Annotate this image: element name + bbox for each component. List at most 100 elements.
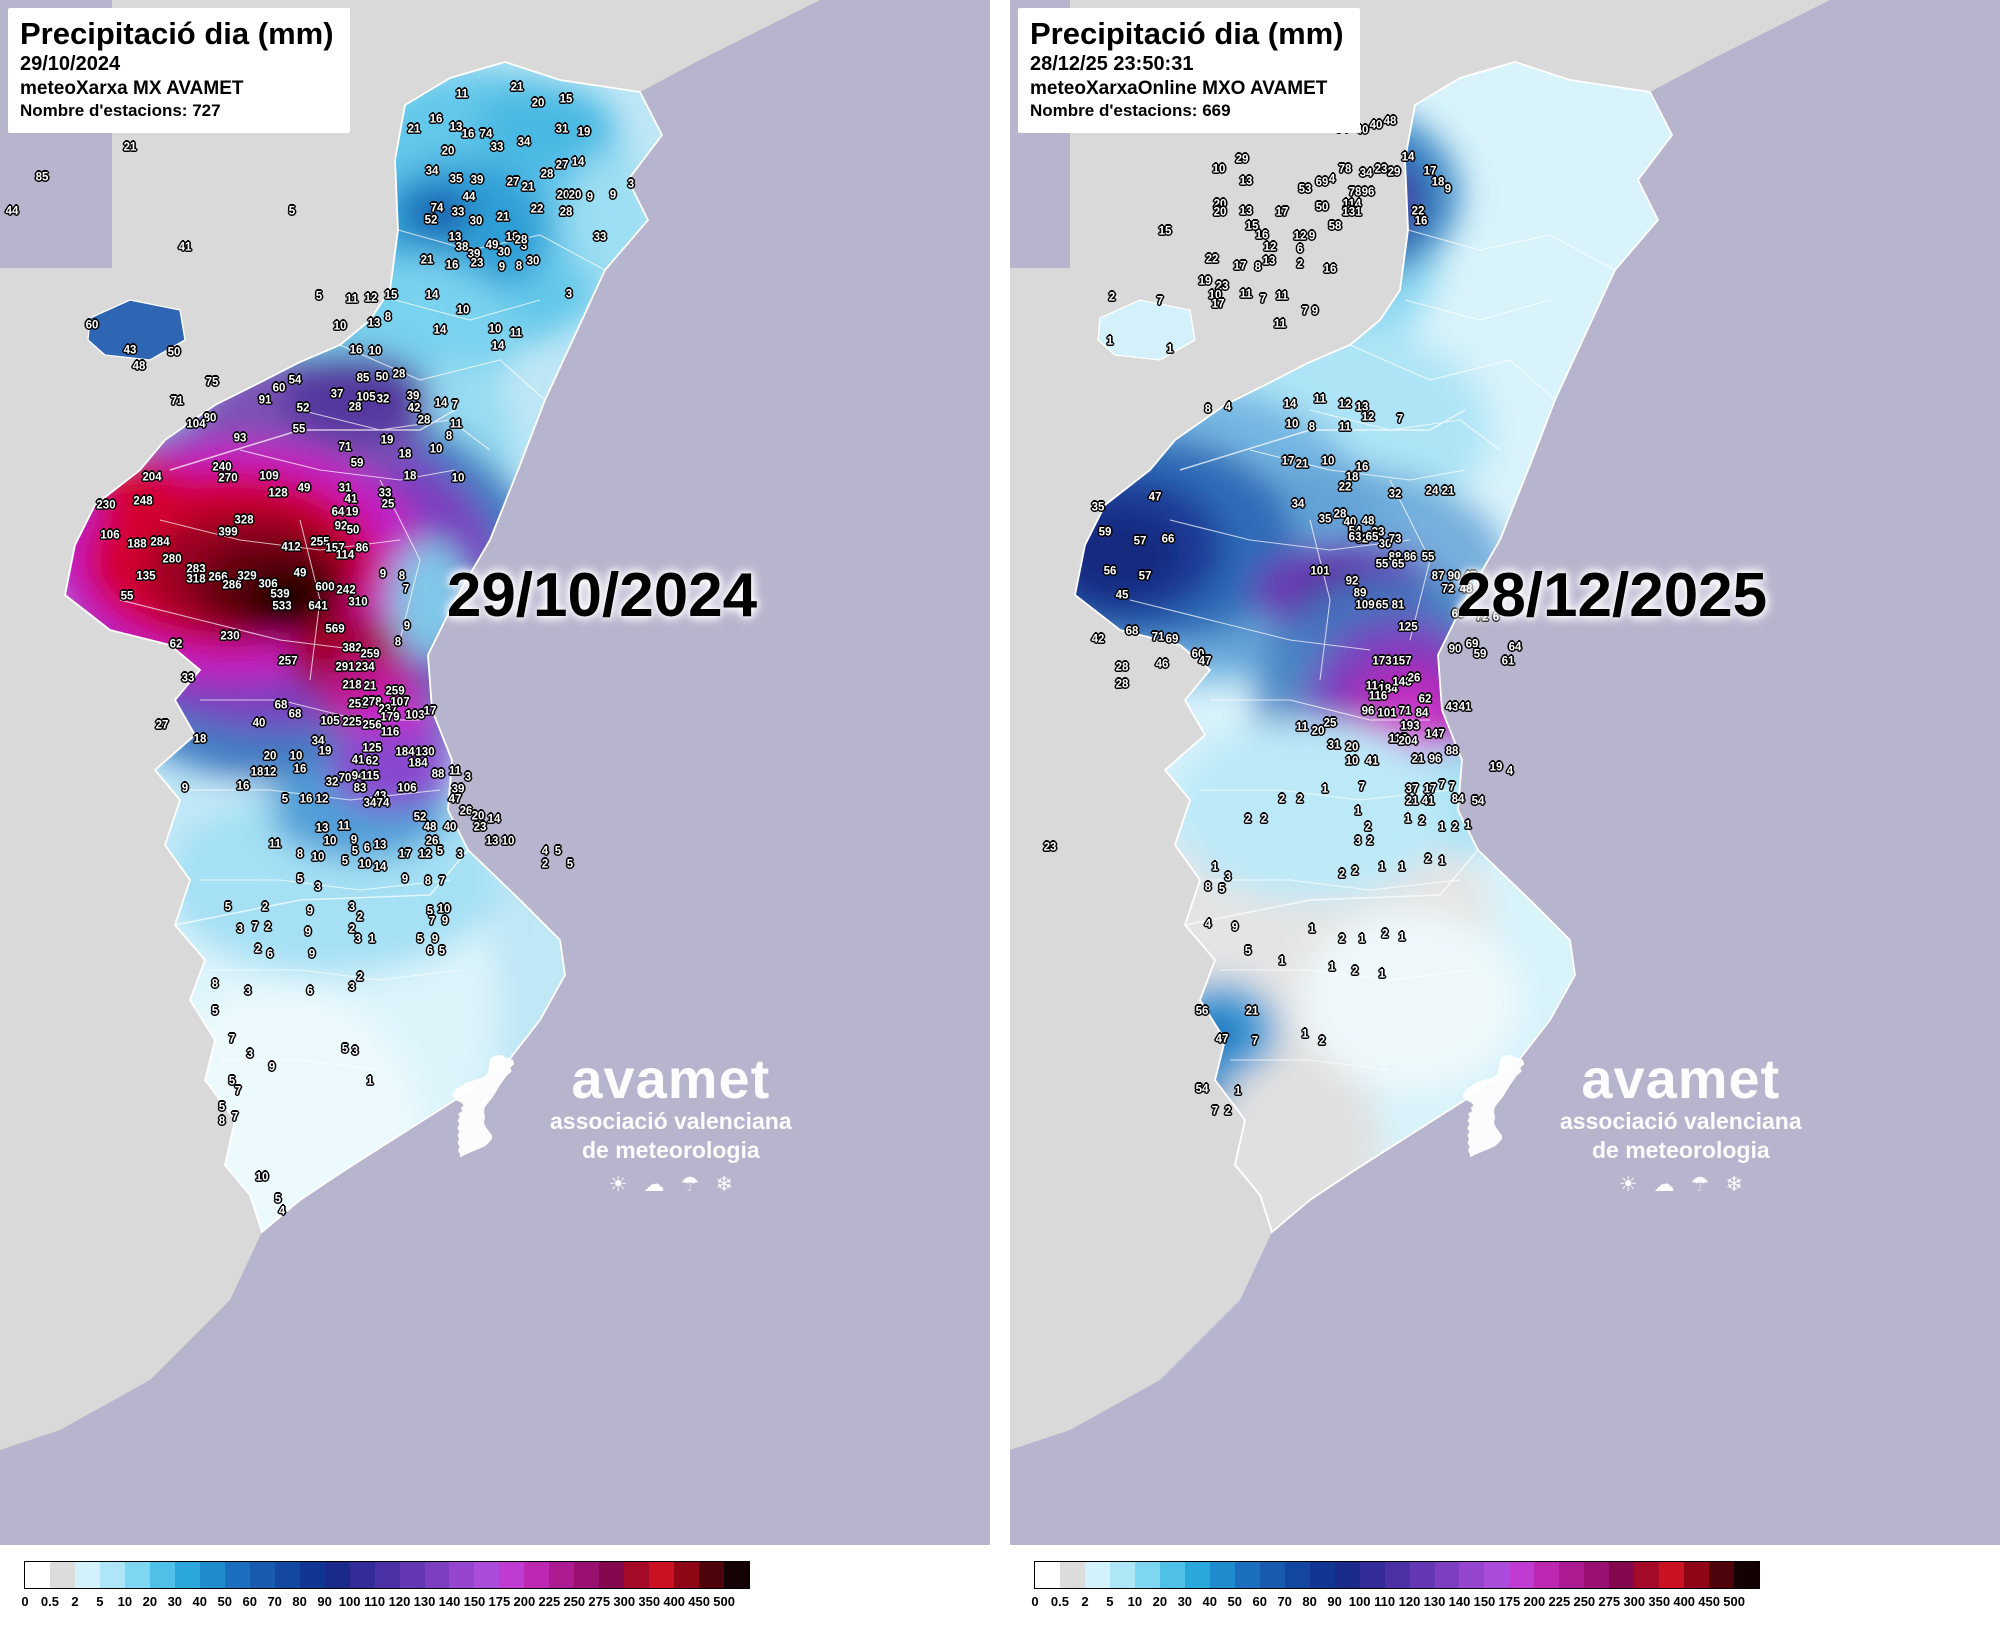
legend-tick-label: 400 — [663, 1594, 686, 1609]
legend-tick-label: 250 — [563, 1594, 586, 1609]
legend-cell: 275 — [588, 1562, 625, 1609]
legend-tick-label: 150 — [463, 1594, 486, 1609]
legend-cell: 500 — [1723, 1562, 1760, 1609]
legend-cell: 140 — [1449, 1562, 1485, 1609]
legend-cell: 20 — [1153, 1562, 1185, 1609]
legend-tick-label: 275 — [1598, 1594, 1621, 1609]
exclave — [87, 299, 186, 361]
legend-cell: 300 — [1623, 1562, 1660, 1609]
legend-tick-label: 0.5 — [40, 1594, 60, 1609]
legend-tick-label: 90 — [1327, 1594, 1342, 1609]
logo-subtitle-2: de meteorologia — [582, 1136, 760, 1163]
station-count: Nombre d'estacions: 727 — [20, 101, 221, 121]
snowflake-icon: ❄ — [715, 1173, 733, 1197]
panel-right: Precipitació dia (mm) 28/12/25 23:50:31 … — [1010, 0, 2000, 1647]
legend-cell: 175 — [1499, 1562, 1535, 1609]
legend-cell: 30 — [1178, 1562, 1210, 1609]
legend-cell: 200 — [1524, 1562, 1560, 1609]
legend-tick-label: 80 — [1302, 1594, 1317, 1609]
legend-tick-label: 110 — [1374, 1594, 1396, 1609]
legend-cell: 50 — [218, 1562, 250, 1609]
legend-tick-label: 150 — [1473, 1594, 1496, 1609]
legend-tick-label: 10 — [117, 1594, 133, 1609]
legend-cell: 450 — [688, 1562, 725, 1609]
legend-cell: 250 — [563, 1562, 600, 1609]
legend-tick-label: 450 — [688, 1594, 711, 1609]
legend-color-bar: 0 0.5 2 5 10 20 30 40 50 60 70 80 90 100 110 120 130 140 1… — [1031, 1561, 1760, 1609]
legend-tick-label: 100 — [1348, 1594, 1371, 1609]
legend-cell: 80 — [292, 1562, 325, 1609]
legend-tick-label: 120 — [1398, 1594, 1421, 1609]
legend-cell: 0.5 — [41, 1562, 75, 1609]
legend-tick-label: 450 — [1698, 1594, 1721, 1609]
legend-tick-label: 2 — [1081, 1594, 1089, 1609]
legend-cell: 200 — [514, 1562, 550, 1609]
legend-tick-label: 5 — [1106, 1594, 1114, 1609]
legend-cell: 10 — [1128, 1562, 1160, 1609]
legend-tick-label: 5 — [96, 1594, 104, 1609]
legend-cell: 120 — [1399, 1562, 1435, 1609]
map-title: Precipitació dia (mm) — [20, 16, 334, 51]
map-header: Precipitació dia (mm) 28/12/25 23:50:31 … — [1018, 8, 1360, 134]
legend-tick-label: 200 — [513, 1594, 536, 1609]
big-date-label: 28/12/2025 — [1456, 561, 1768, 630]
region-silhouette-icon — [1462, 1054, 1525, 1158]
legend-tick-label: 130 — [1423, 1594, 1446, 1609]
legend-tick-label: 50 — [217, 1594, 232, 1609]
legend-cell: 130 — [1424, 1562, 1460, 1609]
logo-subtitle-1: associació valenciana — [1560, 1107, 1802, 1134]
legend-tick-label: 400 — [1673, 1594, 1696, 1609]
map-source: meteoXarxaOnline MXO AVAMET — [1030, 77, 1328, 99]
avamet-logo: avamet associació valenciana de meteorol… — [440, 1048, 792, 1200]
legend-cell: 175 — [489, 1562, 525, 1609]
sun-icon: ☀ — [608, 1173, 628, 1197]
umbrella-icon: ☂ — [680, 1173, 700, 1197]
legend-tick-label: 175 — [488, 1594, 511, 1609]
legend-tick-label: 225 — [538, 1594, 561, 1609]
legend-cell: 250 — [1573, 1562, 1610, 1609]
legend-cell: 275 — [1598, 1562, 1635, 1609]
logo-name: avamet — [1581, 1046, 1781, 1110]
legend-cell: 30 — [168, 1562, 200, 1609]
legend-cell: 400 — [663, 1562, 700, 1609]
legend-cell: 350 — [638, 1562, 675, 1609]
map-source: meteoXarxa MX AVAMET — [20, 77, 244, 99]
map-left — [0, 0, 990, 1545]
legend-cell: 140 — [439, 1562, 475, 1609]
legend-tick-label: 130 — [413, 1594, 436, 1609]
legend-tick-label: 300 — [613, 1594, 636, 1609]
legend-cell: 110 — [364, 1562, 400, 1609]
map-title: Precipitació dia (mm) — [1030, 16, 1344, 51]
legend-cell: 2 — [1081, 1562, 1110, 1609]
sun-icon: ☀ — [1618, 1173, 1638, 1197]
legend-strip: 0 0.5 2 5 10 20 30 40 50 60 70 80 90 100 110 120 130 140 1… — [0, 1545, 990, 1647]
legend-cell: 2 — [71, 1562, 100, 1609]
legend-tick-label: 30 — [1177, 1594, 1193, 1609]
legend-tick-label: 100 — [338, 1594, 361, 1609]
legend-cell: 50 — [1228, 1562, 1260, 1609]
legend-cell: 60 — [1252, 1562, 1285, 1609]
legend-cell: 40 — [193, 1562, 225, 1609]
legend-cell: 130 — [414, 1562, 450, 1609]
legend-tick-label: 0.5 — [1050, 1594, 1070, 1609]
municipal-borders — [1129, 229, 1616, 1071]
legend-tick-label: 500 — [1723, 1594, 1745, 1609]
logo-weather-icons: ☀ ☁ ☂ ❄ — [1619, 1172, 1743, 1197]
legend-cell: 500 — [713, 1562, 750, 1609]
legend-cell: 0.5 — [1051, 1562, 1085, 1609]
legend-cell: 0 — [1031, 1562, 1060, 1609]
legend-tick-label: 350 — [1648, 1594, 1671, 1609]
snowflake-icon: ❄ — [1725, 1173, 1743, 1197]
legend-cell: 225 — [538, 1562, 575, 1609]
legend-cell: 5 — [1106, 1562, 1135, 1609]
legend-cell: 20 — [143, 1562, 175, 1609]
legend-cell: 400 — [1673, 1562, 1710, 1609]
legend-cell: 70 — [267, 1562, 300, 1609]
legend-tick-label: 140 — [1448, 1594, 1471, 1609]
region-outline — [64, 61, 664, 1234]
legend-tick-label: 0 — [21, 1594, 29, 1609]
panel-left: Precipitació dia (mm) 29/10/2024 meteoXa… — [0, 0, 990, 1647]
legend-tick-label: 50 — [1227, 1594, 1242, 1609]
avamet-logo: avamet associació valenciana de meteorol… — [1450, 1048, 1802, 1200]
